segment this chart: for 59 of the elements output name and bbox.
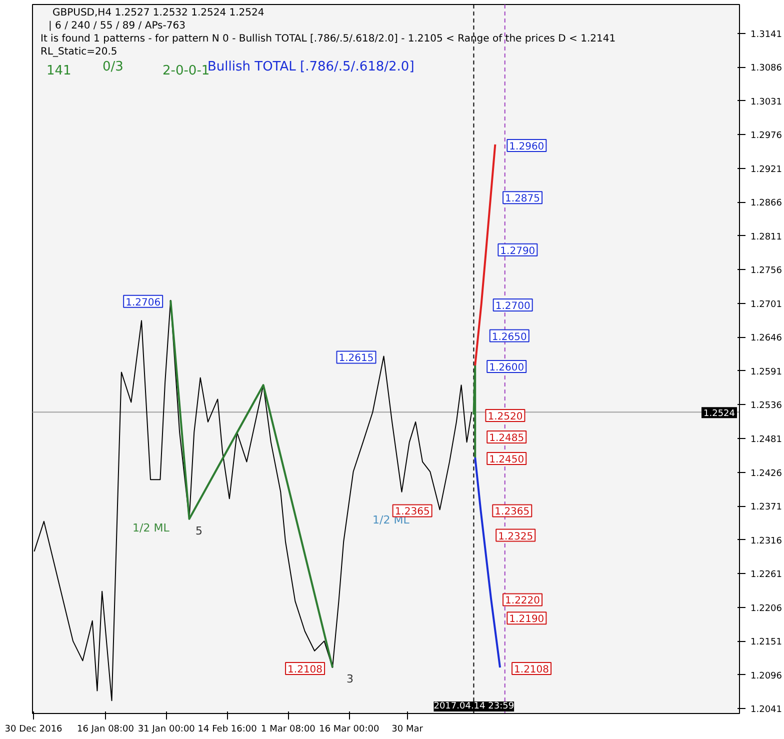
annotation: 1.2325 (498, 531, 534, 542)
annotation: 1.2520 (488, 412, 523, 423)
x-tick-label: 14 Feb 16:00 (198, 724, 258, 734)
y-tick-label: 1.2591 (750, 367, 782, 378)
y-tick-label: 1.3031 (750, 97, 782, 108)
y-tick-label: 1.2316 (750, 536, 782, 546)
y-tick-label: 1.2426 (750, 468, 782, 479)
x-tick-label: 31 Jan 00:00 (138, 724, 196, 734)
annotation: 1.2700 (495, 301, 530, 312)
annotation: 5 (196, 524, 202, 538)
y-tick-label: 1.2481 (750, 434, 782, 445)
annotation: 0/3 (102, 60, 124, 74)
annotation: 1/2 ML (132, 522, 170, 534)
y-tick-label: 1.3086 (750, 64, 782, 74)
annotation: 141 (46, 64, 72, 78)
y-tick-label: 1.2811 (750, 232, 782, 242)
y-tick-label: 1.2756 (750, 266, 782, 276)
y-tick-label: 1.2371 (750, 502, 782, 513)
annotation: 2-0-0-1 (162, 64, 210, 78)
annotation: 1.2485 (489, 433, 524, 444)
y-tick-label: 1.2701 (750, 300, 782, 310)
ref-line-label: 2017.04.14 23:59 (434, 702, 514, 712)
x-tick-label: 1 Mar 08:00 (261, 724, 316, 734)
annotation: GBPUSD,H4 1.2527 1.2532 1.2524 1.2524 (52, 8, 264, 18)
annotation: 1.2960 (509, 141, 544, 152)
x-tick-label: 30 Mar (392, 724, 424, 734)
y-tick-label: 1.2646 (750, 334, 782, 344)
annotation: 1.2790 (500, 246, 536, 257)
x-tick-label: 16 Mar 00:00 (319, 724, 380, 734)
annotation: Bullish TOTAL [.786/.5/.618/2.0] (208, 60, 414, 74)
y-tick-label: 1.2041 (750, 705, 782, 716)
y-tick-label: 1.2976 (750, 131, 782, 142)
annotation: 1.2450 (489, 454, 524, 466)
y-tick-label: 1.2261 (750, 570, 782, 580)
annotation: 1.2220 (505, 596, 540, 607)
y-tick-label: 1.2096 (750, 671, 782, 682)
annotation: 1.2190 (509, 614, 544, 626)
annotation: 1.2108 (288, 664, 323, 676)
ref-line-label: 1.2524 (704, 409, 736, 420)
annotation: 1.2365 (494, 506, 530, 518)
y-tick-label: 1.2151 (750, 638, 782, 648)
y-tick-label: 1.2921 (750, 164, 782, 175)
annotation: 1.2365 (394, 506, 430, 518)
y-tick-label: 1.2206 (750, 604, 782, 614)
annotation: It is found 1 patterns - for pattern N 0 - Bullish TOTAL [.786/.5/.618/2.0] - 1.2105 < Range of the prices D < 1.2141 (40, 34, 616, 44)
x-tick-label: 30 Dec 2016 (4, 724, 63, 734)
annotation: RL_Static=20.5 (40, 46, 118, 58)
annotation: 3 (346, 672, 354, 686)
annotation: 1.2650 (492, 332, 527, 343)
annotation: | 6 / 240 / 55 / 89 / APs-763 (48, 20, 186, 32)
x-tick-label: 16 Jan 08:00 (77, 724, 134, 734)
y-tick-label: 1.2536 (750, 401, 782, 412)
annotation: 1.2108 (514, 664, 550, 676)
y-tick-label: 1.3141 (750, 30, 782, 40)
annotation: 1.2615 (338, 353, 374, 364)
annotation: 1.2600 (489, 362, 524, 374)
y-tick-label: 1.2866 (750, 198, 782, 209)
annotation: 1.2706 (126, 297, 161, 308)
annotation: 1.2875 (505, 194, 540, 205)
